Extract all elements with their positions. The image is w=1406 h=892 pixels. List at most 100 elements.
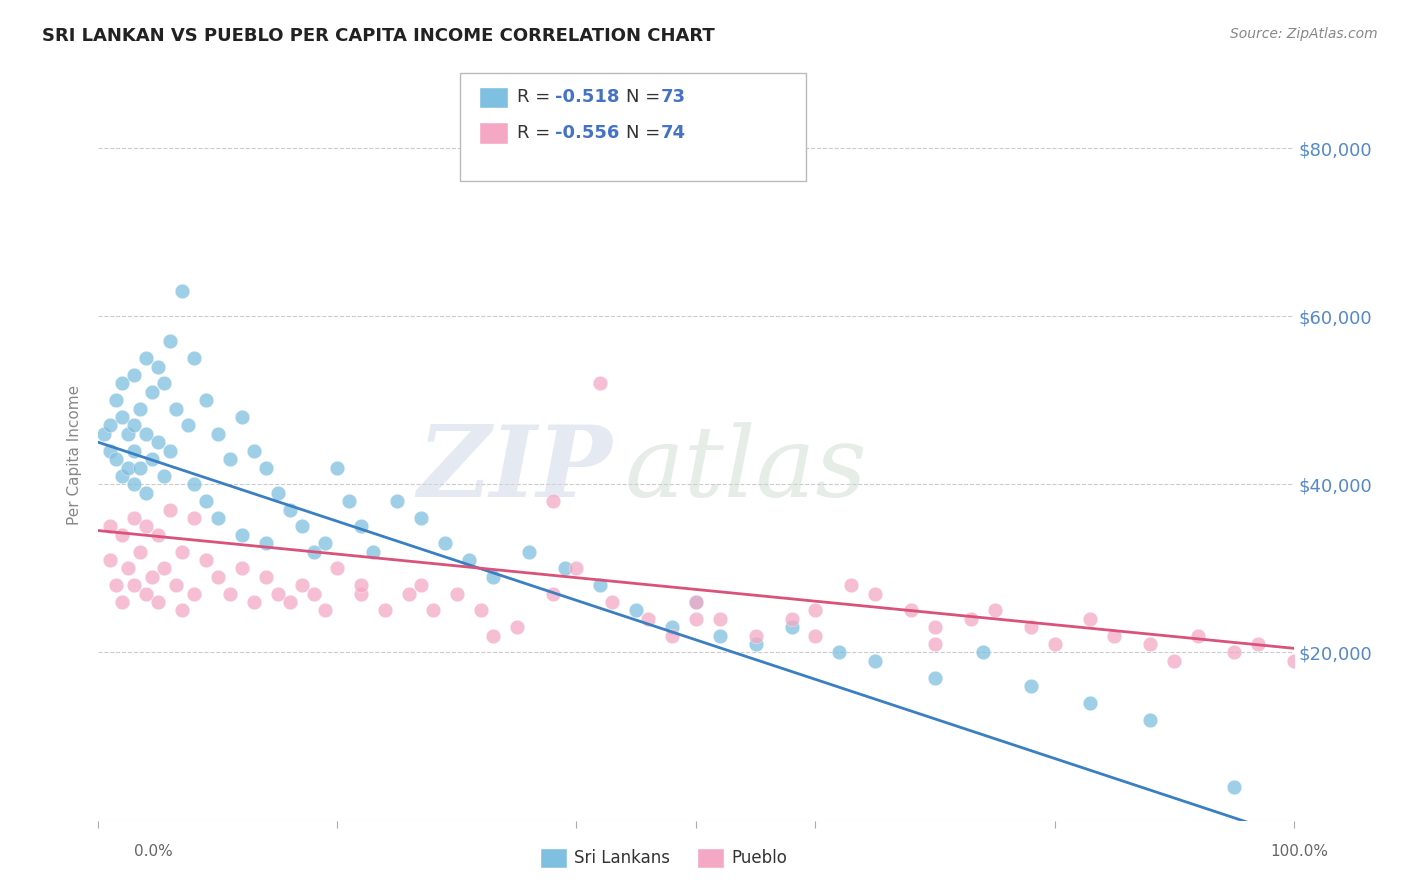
Point <box>243 443 266 458</box>
Point <box>1043 637 1066 651</box>
Point <box>865 654 887 668</box>
Point <box>422 603 444 617</box>
Text: N =: N = <box>626 124 665 142</box>
Point <box>411 511 433 525</box>
Point <box>111 595 134 609</box>
Text: 74: 74 <box>661 124 686 142</box>
Point <box>517 544 540 558</box>
Point <box>315 536 337 550</box>
Point <box>172 603 194 617</box>
Text: -0.518: -0.518 <box>555 88 620 106</box>
Point <box>195 553 218 567</box>
Point <box>626 603 648 617</box>
Point <box>105 452 128 467</box>
Point <box>117 426 139 441</box>
Point <box>135 351 157 366</box>
Point <box>1223 645 1246 659</box>
Point <box>291 578 314 592</box>
Point <box>135 485 157 500</box>
Point <box>434 536 457 550</box>
Point <box>172 544 194 558</box>
Point <box>506 620 529 634</box>
Text: 100.0%: 100.0% <box>1271 845 1329 859</box>
Point <box>172 284 194 298</box>
Point <box>685 612 707 626</box>
Point <box>129 544 152 558</box>
Point <box>1163 654 1185 668</box>
Point <box>589 376 612 391</box>
Point <box>339 494 361 508</box>
Point <box>148 595 170 609</box>
Point <box>195 494 218 508</box>
Point <box>129 401 152 416</box>
Point <box>960 612 983 626</box>
Point <box>207 426 229 441</box>
Point <box>124 578 146 592</box>
Text: -0.556: -0.556 <box>555 124 620 142</box>
Point <box>148 528 170 542</box>
Point <box>231 410 253 425</box>
Point <box>900 603 922 617</box>
Point <box>135 426 157 441</box>
Point <box>924 620 946 634</box>
Text: Source: ZipAtlas.com: Source: ZipAtlas.com <box>1230 27 1378 41</box>
Point <box>541 587 564 601</box>
Text: 73: 73 <box>661 88 686 106</box>
Point <box>481 570 505 584</box>
Point <box>219 587 242 601</box>
Point <box>105 578 128 592</box>
Point <box>685 595 707 609</box>
Point <box>153 376 176 391</box>
Point <box>398 587 420 601</box>
Point <box>267 485 290 500</box>
Point <box>1223 780 1246 794</box>
Point <box>446 587 468 601</box>
Point <box>745 637 768 651</box>
Point <box>1019 679 1042 693</box>
Point <box>554 561 576 575</box>
Point <box>111 528 134 542</box>
Point <box>661 629 683 643</box>
Text: SRI LANKAN VS PUEBLO PER CAPITA INCOME CORRELATION CHART: SRI LANKAN VS PUEBLO PER CAPITA INCOME C… <box>42 27 714 45</box>
Point <box>685 595 707 609</box>
Point <box>124 511 146 525</box>
Point <box>93 426 115 441</box>
Point <box>207 511 229 525</box>
Point <box>1247 637 1270 651</box>
Point <box>302 544 325 558</box>
Point <box>148 435 170 450</box>
Point <box>231 561 253 575</box>
Point <box>315 603 337 617</box>
Point <box>267 587 290 601</box>
Point <box>183 477 205 491</box>
Text: R =: R = <box>517 124 557 142</box>
Point <box>458 553 481 567</box>
Point <box>98 418 122 433</box>
Point <box>141 384 163 399</box>
Point <box>98 519 122 533</box>
Point <box>804 629 827 643</box>
Point <box>291 519 314 533</box>
Point <box>124 443 146 458</box>
Point <box>278 502 301 516</box>
Point <box>231 528 253 542</box>
Point <box>124 368 146 382</box>
Point <box>745 629 768 643</box>
Point <box>780 612 803 626</box>
Point <box>111 376 134 391</box>
Point <box>326 460 349 475</box>
Point <box>98 443 122 458</box>
Point <box>159 334 181 349</box>
Point <box>565 561 588 575</box>
Point <box>1019 620 1042 634</box>
Point <box>153 561 176 575</box>
Text: R =: R = <box>517 88 557 106</box>
Point <box>470 603 492 617</box>
Point <box>350 578 373 592</box>
Point <box>159 502 181 516</box>
Point <box>841 578 863 592</box>
Point <box>350 519 373 533</box>
Point <box>141 570 163 584</box>
Point <box>165 578 187 592</box>
Point <box>183 351 205 366</box>
